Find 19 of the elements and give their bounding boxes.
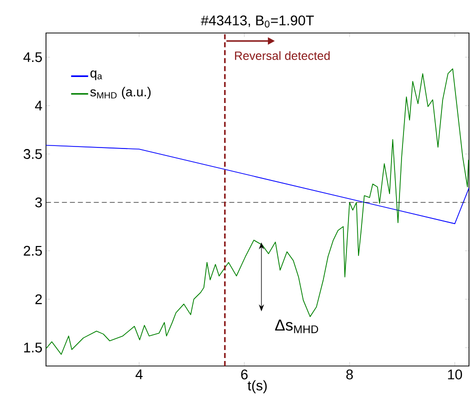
y-tick-label: 3 [35, 197, 42, 208]
y-tick-label: 2 [35, 294, 42, 304]
chart-title: #43413, B$_{0}$=1.90T [200, 15, 314, 28]
line-series [46, 144, 470, 224]
x-tick-label: 8 [346, 370, 353, 380]
x-tick-label: 10 [448, 370, 462, 380]
ref-line-label: Reversal detected [235, 51, 330, 60]
legend-label: s$_{MHD}$ (a.u.) [90, 86, 151, 99]
y-tick-label: 4.5 [23, 52, 42, 62]
x-tick-label: 4 [136, 370, 143, 380]
y-tick-label: 2.5 [24, 246, 42, 256]
y-tick-label: 3.5 [24, 149, 42, 159]
y-tick-label: 1.5 [24, 342, 42, 352]
y-tick-label: 4 [35, 100, 42, 110]
x-axis-title: t(s) [248, 380, 267, 394]
x-tick-label: 6 [241, 370, 248, 380]
line-series [46, 68, 469, 355]
annotation: Δs$_{MHD}$ [275, 320, 318, 334]
legend-label: q$_{a}$ [90, 70, 102, 80]
